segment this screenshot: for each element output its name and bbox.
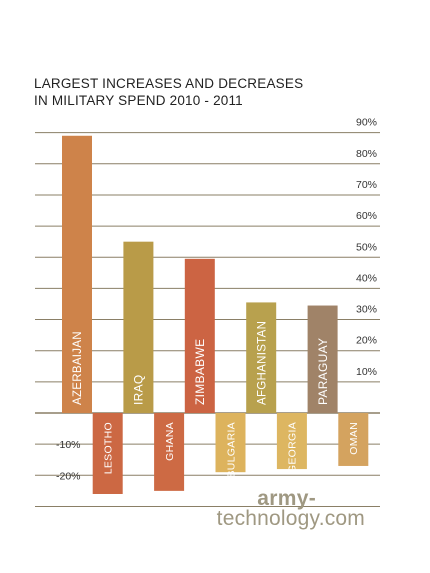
bar-label-bulgaria: BULGARIA — [225, 422, 237, 478]
bar-label-iraq: IRAQ — [132, 374, 146, 405]
tick-label-right: 80% — [356, 148, 377, 160]
tick-label-right: 60% — [356, 210, 377, 222]
chart-title-line-2: IN MILITARY SPEND 2010 - 2011 — [34, 93, 243, 109]
brand-logo: army- technology.com — [0, 487, 370, 537]
bar-zimbabwe — [184, 258, 215, 413]
chart-title: LARGEST INCREASES AND DECREASES IN MILIT… — [34, 75, 354, 109]
tick-label-right: 10% — [356, 366, 377, 378]
bar-labels: AZERBAIJAN LESOTHO IRAQ GHANA ZIMBABWE BULGAR… — [72, 321, 360, 478]
tick-label-right: 90% — [356, 117, 377, 129]
tick-label-right: 40% — [356, 272, 377, 284]
bar-label-georgia: GEORGIA — [287, 422, 299, 473]
tick-label-left: -10% — [56, 439, 81, 451]
tick-label-right: 70% — [356, 179, 377, 191]
bar-azerbaijan — [62, 135, 92, 413]
bar-oman — [338, 413, 369, 466]
bar-ghana — [154, 413, 185, 491]
bar-label-afghanistan: AFGHANISTAN — [256, 321, 268, 405]
bar-label-ghana: GHANA — [164, 422, 176, 461]
bar-label-oman: OMAN — [348, 422, 360, 455]
tick-label-left: -20% — [56, 470, 81, 482]
bar-label-paraguay: PARAGUAY — [316, 338, 330, 405]
bar-paraguay — [307, 305, 338, 413]
tick-label-right: 30% — [356, 304, 377, 316]
bar-iraq — [123, 241, 154, 413]
bar-label-lesotho: LESOTHO — [102, 422, 114, 474]
bars — [62, 135, 369, 494]
tick-label-right: 20% — [356, 335, 377, 347]
brand-line-1: army- — [257, 487, 316, 510]
bar-afghanistan — [246, 302, 277, 413]
tick-label-right: 50% — [356, 241, 377, 253]
tick-labels: 90% 80% 70% 60% 50% 40% 30% 20% 10% -10% -20% — [56, 117, 377, 483]
chart-title-line-1: LARGEST INCREASES AND DECREASES — [34, 76, 304, 92]
bar-label-zimbabwe: ZIMBABWE — [193, 339, 207, 405]
bar-georgia — [276, 413, 307, 470]
brand-line-2: technology.com — [216, 507, 365, 530]
bar-bulgaria — [215, 413, 246, 473]
bar-label-azerbaijan: AZERBAIJAN — [72, 331, 84, 405]
bar-lesotho — [92, 413, 123, 494]
